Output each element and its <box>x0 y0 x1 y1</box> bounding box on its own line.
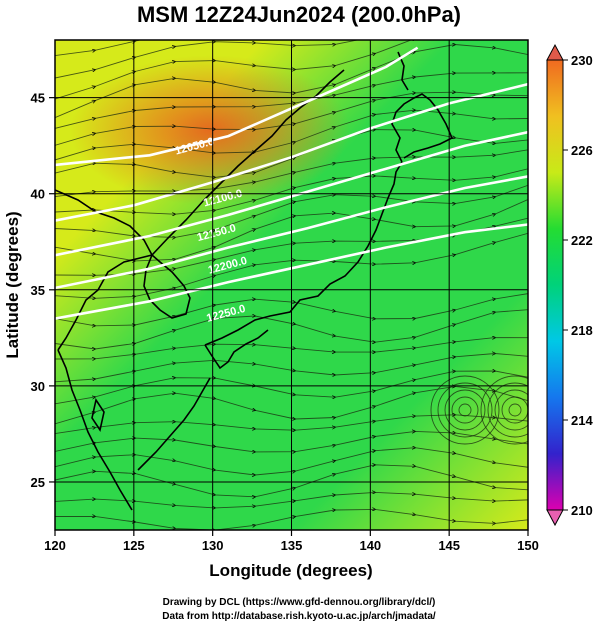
colorbar-bottom-arrow <box>546 509 564 527</box>
colorbar-scale <box>546 59 564 511</box>
y-tick-label: 25 <box>31 475 45 490</box>
contour-line <box>55 223 528 320</box>
y-axis-label: Latitude (degrees) <box>3 211 22 358</box>
y-tick-label: 40 <box>31 187 45 202</box>
colorbar-top-arrow <box>546 43 564 61</box>
y-tick-label: 35 <box>31 283 45 298</box>
colorbar-ticks: 230 226 222 218 214 210 <box>563 53 593 518</box>
x-tick-label: 150 <box>517 538 539 553</box>
colorbar-tick-label: 230 <box>571 53 593 68</box>
streamline-swirl <box>458 403 472 417</box>
x-tick-label: 140 <box>359 538 381 553</box>
x-axis-ticks: 120 125 130 135 140 145 150 <box>44 530 539 553</box>
coastline-japan-south <box>204 329 269 370</box>
x-tick-label: 135 <box>281 538 303 553</box>
colorbar: 230 226 222 218 214 210 <box>546 43 593 527</box>
streamline-swirl <box>480 375 528 445</box>
map-title: MSM 12Z24Jun2024 (200.0hPa) <box>137 2 461 27</box>
streamline-swirl <box>501 396 528 424</box>
y-tick-label: 45 <box>31 91 45 106</box>
colorbar-tick-label: 226 <box>571 143 593 158</box>
gridlines <box>55 40 528 530</box>
x-tick-label: 120 <box>44 538 66 553</box>
x-axis-label: Longitude (degrees) <box>209 561 372 580</box>
colorbar-tick-label: 214 <box>571 413 593 428</box>
contour-line <box>55 130 528 257</box>
coastline-taiwan <box>91 397 105 433</box>
x-tick-label: 125 <box>123 538 145 553</box>
coastline-japan-honshu <box>204 161 403 346</box>
credit-data: Data from http://database.rish.kyoto-u.a… <box>162 611 436 622</box>
coastline-japan-north <box>391 93 454 163</box>
streamline <box>55 492 528 508</box>
geopotential-contours <box>55 46 528 320</box>
streamline-swirl <box>437 382 493 438</box>
coastline-ryukyu <box>137 377 211 471</box>
credit-drawing: Drawing by DCL (https://www.gfd-dennou.o… <box>163 597 436 608</box>
coastline-manchuria <box>151 69 345 256</box>
streamline-swirl <box>494 389 528 431</box>
x-tick-label: 145 <box>438 538 460 553</box>
colorbar-tick-label: 210 <box>571 503 593 518</box>
x-tick-label: 130 <box>202 538 224 553</box>
streamline <box>55 415 528 434</box>
streamline-swirl <box>444 389 486 431</box>
contour-line <box>55 175 528 290</box>
coastline-korea <box>143 254 191 319</box>
y-tick-label: 30 <box>31 379 45 394</box>
streamline-swirl <box>451 396 479 424</box>
streamline-swirl <box>508 403 522 417</box>
coastline-china-south <box>57 349 133 511</box>
streamline <box>55 509 528 530</box>
y-axis-ticks: 25 30 35 40 45 <box>31 91 55 490</box>
streamline-swirl <box>487 382 528 438</box>
colorbar-tick-label: 222 <box>571 233 593 248</box>
colorbar-tick-label: 218 <box>571 323 593 338</box>
streamline-swirl <box>430 375 500 445</box>
